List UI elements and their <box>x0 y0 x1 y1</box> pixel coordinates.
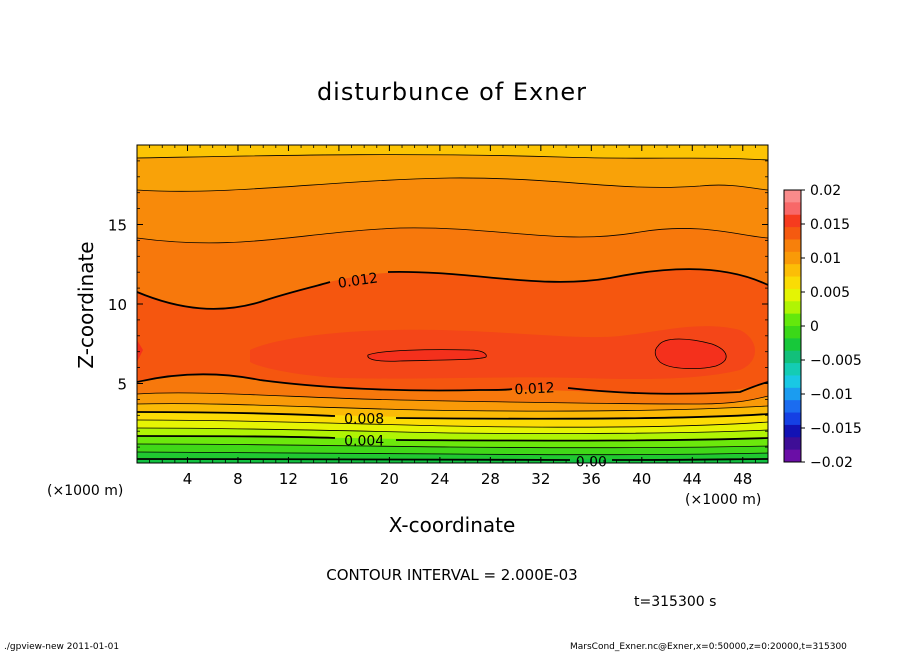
blob-right <box>654 338 727 370</box>
colorbar-tick-label: −0.02 <box>810 455 853 471</box>
colorbar-segment <box>784 387 801 401</box>
colorbar-segment <box>784 251 801 265</box>
colorbar-tick-label: 0.02 <box>810 183 841 199</box>
colorbar-segment <box>784 449 801 463</box>
footer-left: ./gpview-new 2011-01-01 <box>4 642 120 652</box>
colorbar-segment <box>784 264 801 278</box>
colorbar-segment <box>784 375 801 389</box>
x-tick-label: 32 <box>531 470 550 488</box>
colorbar-tick-label: 0.015 <box>810 217 850 233</box>
x-tick-label: 36 <box>582 470 601 488</box>
colorbar-segment <box>784 288 801 302</box>
contour-line <box>137 411 768 420</box>
colorbar-segment <box>784 301 801 315</box>
y-axis-label: Z-coordinate <box>74 241 98 369</box>
contour-line <box>137 451 768 456</box>
colorbar-tick-label: −0.015 <box>810 421 862 437</box>
colorbar-segment <box>784 338 801 352</box>
colorbar-segment <box>784 190 801 203</box>
x-tick-label: 24 <box>430 470 449 488</box>
x-tick-label: 44 <box>683 470 702 488</box>
colorbar-segment <box>784 437 801 451</box>
contour-line <box>137 177 768 192</box>
x-axis: 4 8 12 16 20 24 28 32 36 40 44 48 <box>149 145 756 488</box>
colorbar-segment <box>784 424 801 438</box>
colorbar-tick-label: −0.01 <box>810 387 853 403</box>
x-tick-label: 16 <box>329 470 348 488</box>
x-tick-label: 4 <box>183 470 193 488</box>
x-tick-label: 12 <box>279 470 298 488</box>
contour-interval-text: CONTOUR INTERVAL = 2.000E-03 <box>326 566 578 584</box>
band-red-inner <box>250 326 755 380</box>
contour-line <box>137 227 768 244</box>
y-tick-label: 15 <box>108 217 127 235</box>
contour-label: 0.004 <box>344 434 384 450</box>
colorbar-segment <box>784 400 801 414</box>
time-label: t=315300 s <box>634 594 717 610</box>
contour-line <box>137 154 768 161</box>
contour-label: 0.00 <box>576 454 607 470</box>
contour-label: 0.008 <box>344 411 384 427</box>
contour-line <box>137 392 768 405</box>
x-tick-label: 8 <box>233 470 243 488</box>
x-tick-label: 28 <box>481 470 500 488</box>
colorbar-segment <box>784 276 801 290</box>
y-axis: 5 10 15 <box>108 160 768 448</box>
contour-line <box>137 427 768 434</box>
contour-line <box>137 403 768 412</box>
colorbar-segment <box>784 214 801 228</box>
contour-line <box>137 435 768 442</box>
blob-edge <box>137 340 143 362</box>
contour-label: 0.012 <box>514 380 555 398</box>
colorbar-segment <box>784 239 801 253</box>
colorbar-segment <box>784 313 801 327</box>
colorbar-segment <box>784 202 801 216</box>
x-tick-label: 40 <box>632 470 651 488</box>
colorbar-segment <box>784 363 801 376</box>
contour-line <box>137 458 768 461</box>
blob-left <box>367 349 487 362</box>
contour-labels: 0.012 0.012 0.008 0.004 0.00 <box>337 270 607 470</box>
colorbar-segment <box>784 412 801 426</box>
contour-label: 0.012 <box>337 270 379 291</box>
footer-right: MarsCond_Exner.nc@Exner,x=0:50000,z=0:20… <box>570 642 847 652</box>
chart-title: disturbunce of Exner <box>316 78 588 106</box>
colorbar-segment <box>784 227 801 240</box>
colorbar-tick-label: 0.01 <box>810 251 841 267</box>
colorbar-tick-label: 0 <box>810 319 819 335</box>
plot-area <box>137 145 768 463</box>
y-tick-label: 10 <box>108 296 127 314</box>
x-tick-label: 48 <box>733 470 752 488</box>
colorbar-tick-label: −0.005 <box>810 353 862 369</box>
contour-line <box>137 443 768 449</box>
x-unit-label-left: (×1000 m) <box>47 483 124 499</box>
contour-line <box>137 419 768 428</box>
x-tick-label: 20 <box>380 470 399 488</box>
colorbar-segment <box>784 350 801 364</box>
y-tick-label: 5 <box>117 376 127 394</box>
contour-line <box>137 268 768 310</box>
x-axis-label: X-coordinate <box>388 513 516 537</box>
colorbar-segment <box>784 326 801 339</box>
colorbar-tick-label: 0.005 <box>810 285 850 301</box>
colorbar: 0.02 0.015 0.01 0.005 0 −0.005 −0.01 −0.015 −0.0… <box>783 183 862 471</box>
x-unit-label-right: (×1000 m) <box>685 492 762 508</box>
